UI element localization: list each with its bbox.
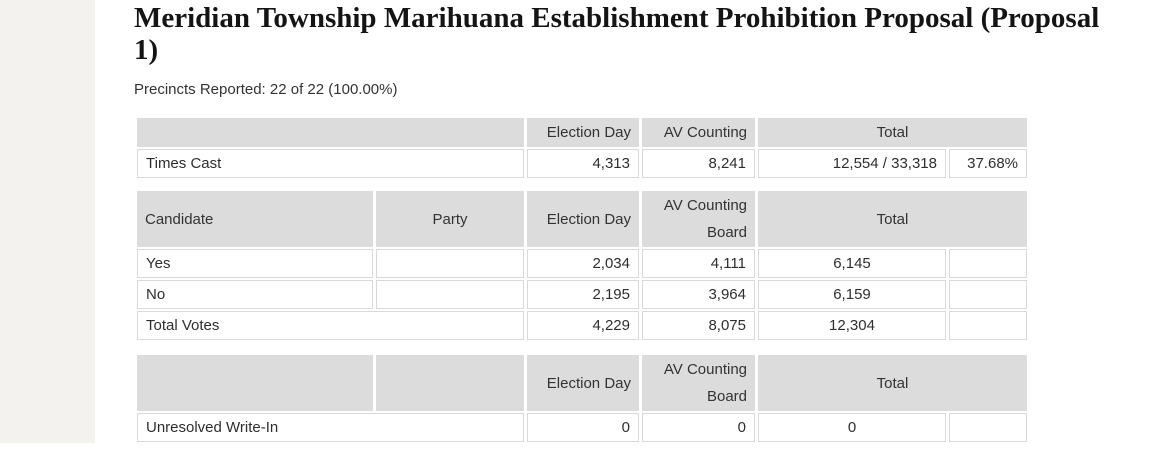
candidate-percent (949, 280, 1027, 309)
total-votes-row: Total Votes 4,229 8,075 12,304 (137, 311, 1027, 340)
blank-header-cell (376, 355, 524, 411)
party-header: Party (376, 191, 524, 247)
candidate-av-counting-board: 4,111 (642, 249, 755, 278)
contest-title-line1: Meridian Township Marihuana Establishmen… (134, 2, 1100, 34)
results-header-row: Candidate Party Election Day AV Counting… (137, 191, 1027, 247)
candidate-row-no: No 2,195 3,964 6,159 (137, 280, 1027, 309)
times-cast-row: Times Cast 4,313 8,241 12,554 / 33,318 3… (137, 149, 1027, 178)
candidate-total: 6,145 (758, 249, 946, 278)
candidate-party (376, 280, 524, 309)
candidate-election-day: 2,195 (527, 280, 639, 309)
contest-title-line2: 1) (134, 34, 159, 66)
av-counting-board-header: AV Counting Board (642, 191, 755, 247)
candidate-av-counting-board: 3,964 (642, 280, 755, 309)
page-left-margin-strip (0, 0, 95, 443)
write-in-label: Unresolved Write-In (137, 413, 524, 442)
total-header: Total (758, 118, 1027, 147)
times-cast-table: Election Day AV Counting Total Times Cas… (134, 116, 1030, 180)
times-cast-percent: 37.68% (949, 149, 1027, 178)
contest-title: Meridian Township Marihuana Establishmen… (134, 0, 1170, 66)
election-day-header: Election Day (527, 191, 639, 247)
total-votes-av-counting-board: 8,075 (642, 311, 755, 340)
candidate-total: 6,159 (758, 280, 946, 309)
unresolved-write-in-row: Unresolved Write-In 0 0 0 (137, 413, 1027, 442)
write-in-table: Election Day AV Counting Board Total Unr… (134, 353, 1030, 444)
total-header: Total (758, 191, 1027, 247)
total-votes-election-day: 4,229 (527, 311, 639, 340)
candidate-name: No (137, 280, 373, 309)
total-votes-percent (949, 311, 1027, 340)
av-counting-board-header: AV Counting Board (642, 355, 755, 411)
write-in-election-day: 0 (527, 413, 639, 442)
candidate-header: Candidate (137, 191, 373, 247)
times-cast-header-row: Election Day AV Counting Total (137, 118, 1027, 147)
results-report: Meridian Township Marihuana Establishmen… (134, 0, 1170, 444)
total-votes-label: Total Votes (137, 311, 524, 340)
candidate-party (376, 249, 524, 278)
write-in-av-counting-board: 0 (642, 413, 755, 442)
av-counting-header: AV Counting (642, 118, 755, 147)
blank-header-cell (137, 118, 524, 147)
write-in-percent (949, 413, 1027, 442)
blank-header-cell (137, 355, 373, 411)
times-cast-election-day: 4,313 (527, 149, 639, 178)
times-cast-total: 12,554 / 33,318 (758, 149, 946, 178)
write-in-total: 0 (758, 413, 946, 442)
election-day-header: Election Day (527, 355, 639, 411)
total-header: Total (758, 355, 1027, 411)
precincts-reported: Precincts Reported: 22 of 22 (100.00%) (134, 81, 398, 98)
write-in-header-row: Election Day AV Counting Board Total (137, 355, 1027, 411)
candidate-election-day: 2,034 (527, 249, 639, 278)
candidate-results-table: Candidate Party Election Day AV Counting… (134, 189, 1030, 342)
candidate-row-yes: Yes 2,034 4,111 6,145 (137, 249, 1027, 278)
times-cast-label: Times Cast (137, 149, 524, 178)
election-day-header: Election Day (527, 118, 639, 147)
candidate-name: Yes (137, 249, 373, 278)
total-votes-total: 12,304 (758, 311, 946, 340)
times-cast-av-counting: 8,241 (642, 149, 755, 178)
candidate-percent (949, 249, 1027, 278)
